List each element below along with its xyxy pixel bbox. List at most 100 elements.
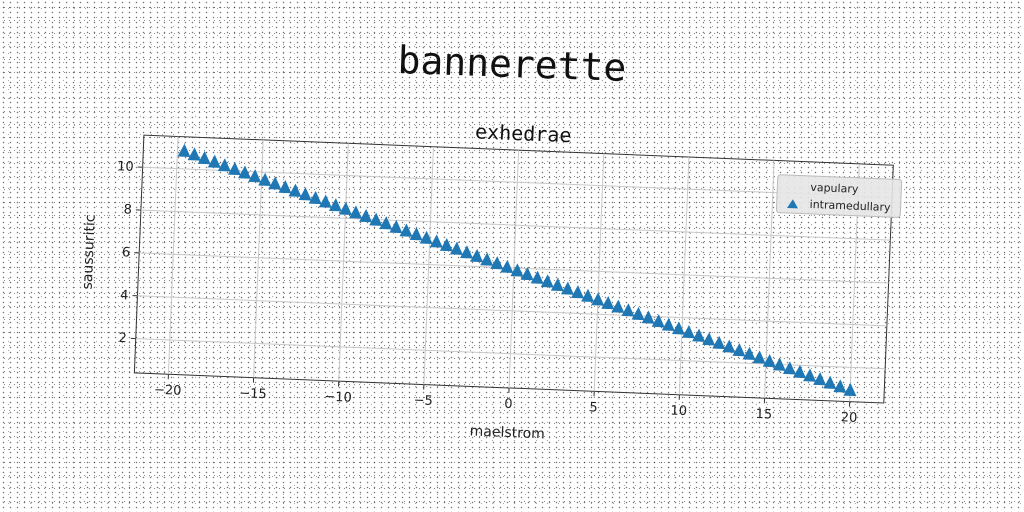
data-point [490, 256, 504, 270]
y-gridline [139, 252, 889, 284]
data-point [671, 321, 685, 335]
data-point [530, 270, 544, 284]
data-point [581, 288, 595, 302]
data-markers [177, 143, 857, 397]
x-gridline [764, 160, 775, 399]
data-point [389, 219, 403, 234]
data-point [409, 227, 423, 241]
data-point [238, 165, 252, 179]
x-tick-label: −5 [413, 393, 433, 409]
grid [135, 136, 893, 402]
data-point [762, 353, 776, 368]
data-point [500, 259, 514, 273]
x-tick-label: 20 [840, 410, 857, 426]
data-point [429, 234, 443, 248]
data-point [460, 245, 474, 259]
data-point [379, 216, 393, 230]
data-point [782, 361, 796, 375]
y-gridline [135, 338, 886, 370]
data-point [540, 274, 554, 288]
data-point [772, 357, 786, 371]
x-axis-label: maelstrom [469, 423, 545, 442]
data-point [480, 252, 494, 266]
data-point [288, 183, 302, 197]
data-point [399, 223, 413, 237]
data-point [813, 372, 827, 386]
data-point [419, 230, 433, 244]
x-tick-label: −20 [154, 383, 182, 399]
x-gridline [593, 153, 605, 392]
data-point [187, 147, 201, 161]
x-tick-label: 5 [589, 400, 598, 415]
chart-subtitle: exhedrae [475, 119, 572, 147]
data-point [349, 205, 363, 219]
data-point [338, 201, 352, 215]
x-tick-label: 10 [670, 403, 687, 419]
x-gridline [167, 136, 179, 375]
data-point [197, 150, 211, 165]
data-point [298, 187, 312, 201]
y-tick-label: 10 [117, 159, 134, 175]
data-point [278, 179, 292, 194]
data-point [692, 328, 706, 342]
legend: vapulary intramedullary [775, 174, 903, 218]
data-point [359, 208, 373, 223]
data-point [227, 161, 241, 176]
data-point [742, 346, 756, 360]
data-point [702, 332, 716, 346]
x-tick-label: 0 [504, 397, 513, 412]
x-gridline [678, 156, 690, 395]
x-tick-label: −15 [239, 386, 267, 402]
data-point [439, 237, 453, 252]
y-gridline [140, 209, 891, 241]
data-point [681, 324, 695, 339]
y-tick-label: 2 [118, 331, 127, 346]
plot-area: exhedrae −20 −15 −10 −5 0 5 10 15 20 2 4 6 8 10 maels… [80, 119, 903, 442]
data-point [752, 350, 766, 364]
legend-label-vapulary: vapulary [810, 181, 859, 196]
x-gridline [508, 150, 520, 388]
data-point [651, 314, 665, 328]
data-point [550, 277, 564, 292]
data-point [732, 343, 746, 357]
data-point [792, 364, 806, 379]
data-point [631, 306, 645, 321]
data-point [308, 190, 322, 205]
legend-label-intramedullary: intramedullary [809, 198, 891, 214]
legend-box [775, 174, 903, 218]
data-point [449, 241, 463, 255]
y-gridline [137, 295, 887, 327]
data-point [177, 143, 191, 157]
data-point [843, 382, 857, 397]
data-point [470, 248, 484, 263]
data-point [571, 285, 584, 299]
data-point [318, 194, 332, 208]
data-point [217, 158, 231, 172]
data-point [621, 303, 635, 317]
legend-marker-triangle [787, 199, 799, 209]
y-gridline [142, 166, 893, 198]
data-point [207, 154, 221, 168]
y-tick-label: 8 [123, 202, 132, 217]
data-point [611, 299, 625, 313]
y-tick-label: 6 [122, 245, 131, 260]
data-point [560, 281, 574, 295]
y-tick-label: 4 [120, 288, 129, 303]
x-gridline [338, 143, 349, 382]
data-point [823, 375, 837, 389]
data-point [641, 310, 655, 324]
axis-ticks: −20 −15 −10 −5 0 5 10 15 20 2 4 6 8 10 [117, 159, 858, 426]
data-point [712, 335, 726, 350]
data-point [661, 317, 675, 331]
data-point [833, 379, 847, 393]
data-point [268, 176, 282, 190]
data-point [601, 295, 615, 310]
data-point [722, 339, 736, 353]
x-tick-label: −10 [324, 390, 352, 406]
data-point [591, 292, 605, 306]
x-tick-label: 15 [755, 407, 772, 423]
data-point [520, 266, 534, 281]
data-point [369, 212, 383, 226]
data-point [328, 198, 342, 212]
